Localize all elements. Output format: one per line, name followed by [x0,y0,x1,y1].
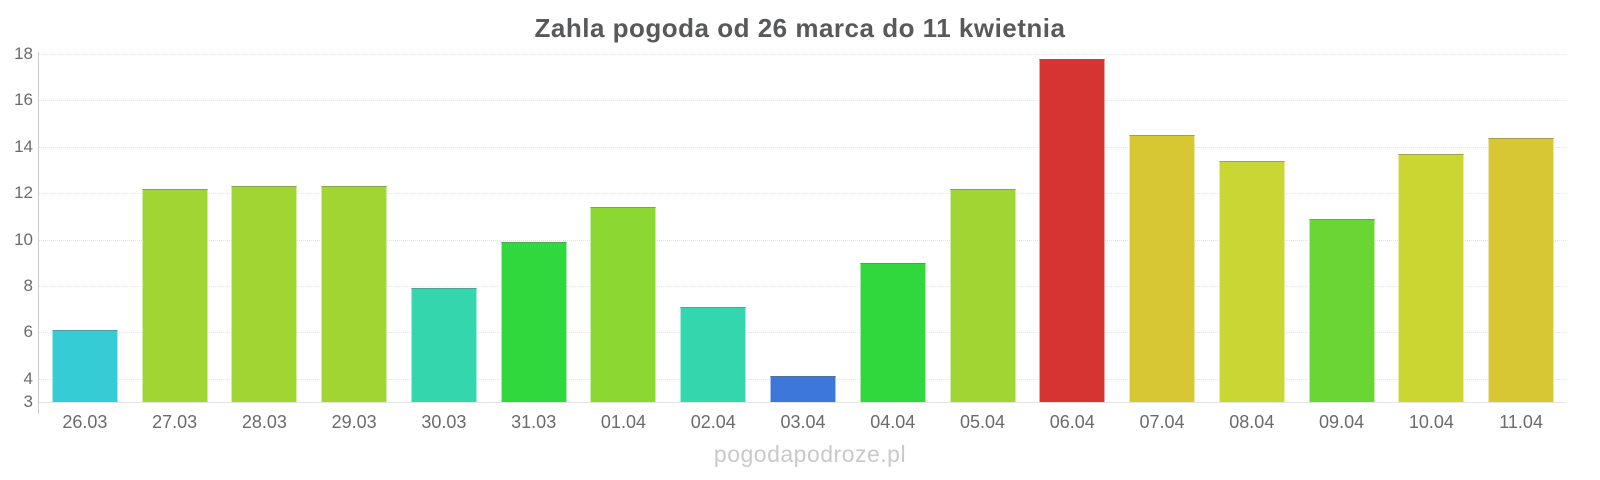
bar-30.03[interactable] [410,288,477,402]
bar-04.04[interactable] [859,262,926,402]
x-axis-label-11.04: 11.04 [1499,412,1543,432]
bar-27.03[interactable] [141,188,208,402]
gridline-10 [38,239,1566,241]
y-axis-label-12: 12 [14,183,33,203]
y-axis-label-3: 3 [23,392,33,411]
y-axis-line [38,52,39,414]
gridline-18 [38,54,1566,55]
x-axis-label-07.04: 07.04 [1139,412,1185,432]
watermark: pogodapodroze.pl [713,441,907,467]
x-axis-label-04.04: 04.04 [870,412,916,432]
x-axis-label-10.04: 10.04 [1408,412,1454,432]
x-axis-label-01.04: 01.04 [600,412,646,432]
y-axis-label-4: 4 [23,368,33,388]
gridline-14 [38,146,1566,148]
x-axis-label-06.04: 06.04 [1049,412,1095,432]
bar-29.03[interactable] [321,186,388,402]
bar-03.04[interactable] [770,376,836,402]
x-axis-label-29.03: 29.03 [331,412,377,432]
bar-06.04[interactable] [1039,58,1106,402]
bar-07.04[interactable] [1129,135,1196,402]
x-axis-label-02.04: 02.04 [690,412,736,432]
y-axis-label-10: 10 [14,229,33,249]
gridline-8 [38,286,1566,287]
bar-09.04[interactable] [1308,218,1375,402]
x-axis-label-30.03: 30.03 [421,412,467,432]
y-axis-label-8: 8 [23,276,33,295]
gridline-12 [38,193,1566,195]
x-axis-label-31.03: 31.03 [511,412,557,432]
chart-title: Zahla pogoda od 26 marca do 11 kwietnia [534,13,1066,43]
x-axis-label-05.04: 05.04 [959,412,1006,432]
bar-31.03[interactable] [500,241,567,402]
x-axis-label-26.03: 26.03 [62,412,108,432]
x-axis-label-28.03: 28.03 [241,412,287,432]
y-axis-label-14: 14 [14,136,33,156]
x-axis-label-03.04: 03.04 [780,412,826,432]
gridline-6 [38,332,1566,334]
bar-10.04[interactable] [1398,153,1465,402]
bar-28.03[interactable] [231,186,298,402]
bar-05.04[interactable] [949,188,1016,402]
bar-11.04[interactable] [1488,137,1555,402]
x-axis-baseline [38,402,1566,403]
y-axis-label-6: 6 [23,322,33,342]
y-axis-label-16: 16 [14,90,33,110]
bar-02.04[interactable] [680,306,747,402]
y-axis-label-18: 18 [14,44,33,63]
gridline-16 [38,100,1566,102]
x-axis-label-08.04: 08.04 [1229,412,1275,432]
bar-08.04[interactable] [1218,160,1285,402]
bar-26.03[interactable] [51,330,118,402]
x-axis-label-27.03: 27.03 [152,412,198,432]
x-axis-label-09.04: 09.04 [1319,412,1365,432]
bar-01.04[interactable] [590,207,657,402]
